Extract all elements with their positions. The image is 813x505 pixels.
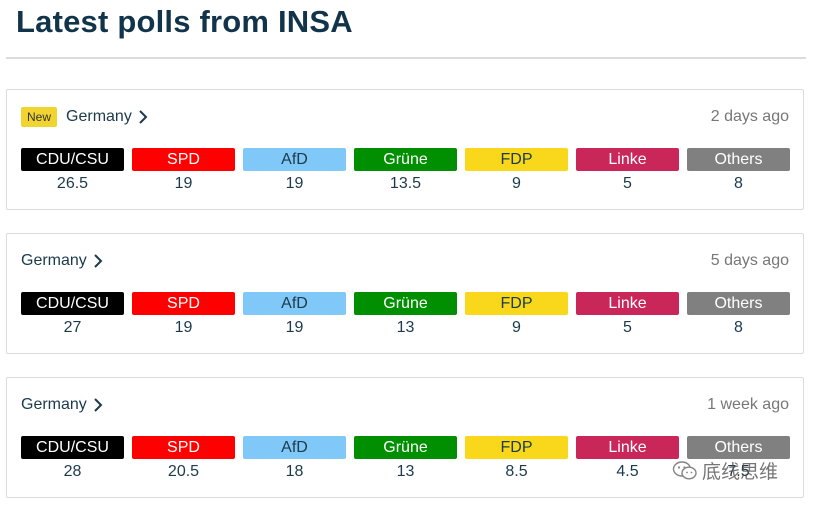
party-value: 9 [512,175,521,192]
party-value: 27 [63,319,82,336]
page-title: Latest polls from INSA [16,4,353,39]
party-label: FDP [465,436,568,459]
party-value: 5 [623,319,632,336]
party-result: FDP 9 [465,292,568,337]
party-result: Linke 4.5 [576,436,679,481]
party-result: SPD 20.5 [132,436,235,481]
party-label: Grüne [354,148,457,171]
party-result: Others 8 [687,292,790,337]
party-result: Linke 5 [576,148,679,193]
title-divider [6,57,806,59]
party-result: FDP 9 [465,148,568,193]
party-label: FDP [465,292,568,315]
party-label: SPD [132,436,235,459]
party-result: CDU/CSU 26.5 [21,148,124,193]
party-results: CDU/CSU 26.5 SPD 19 AfD 19 Grüne 13.5 FDP 9 Linke 5… [21,148,790,193]
party-result: Linke 5 [576,292,679,337]
poll-card: Germany 1 week ago CDU/CSU 28 SPD 20.5 AfD 18 Gr… [6,377,804,498]
party-result: AfD 18 [243,436,346,481]
party-value: 13 [396,319,415,336]
party-value: 28 [63,463,82,480]
party-value: 19 [174,175,193,192]
party-label: Grüne [354,292,457,315]
region-label: Germany [21,252,87,269]
party-result: AfD 19 [243,148,346,193]
poll-timestamp: 1 week ago [707,396,789,413]
party-result: SPD 19 [132,148,235,193]
chevron-right-icon [94,254,103,268]
party-label: AfD [243,436,346,459]
party-value: 8 [734,319,743,336]
party-result: AfD 19 [243,292,346,337]
region-label: Germany [66,108,132,125]
party-result: SPD 19 [132,292,235,337]
party-value: 8 [734,175,743,192]
party-result: FDP 8.5 [465,436,568,481]
party-label: SPD [132,148,235,171]
party-result: Grüne 13.5 [354,148,457,193]
party-result: Others 8 [687,148,790,193]
party-result: Grüne 13 [354,292,457,337]
party-value: 7.5 [727,463,750,480]
wechat-icon [672,460,697,480]
party-label: Linke [576,436,679,459]
party-value: 9 [512,319,521,336]
poll-card-header: Germany 1 week ago [21,394,789,416]
chevron-right-icon [94,398,103,412]
poll-timestamp: 5 days ago [710,252,789,269]
new-badge: New [21,107,58,127]
party-label: Linke [576,292,679,315]
party-value: 5 [623,175,632,192]
party-label: Others [687,292,790,315]
region-link[interactable]: Germany [21,396,103,414]
party-label: Linke [576,148,679,171]
party-result: Others 7.5 [687,436,790,481]
party-label: CDU/CSU [21,148,124,171]
poll-card: New Germany 2 days ago CDU/CSU 26.5 SPD 19 AfD 1… [6,89,804,210]
party-label: Others [687,436,790,459]
chevron-right-icon [139,110,148,124]
party-label: CDU/CSU [21,292,124,315]
party-label: Others [687,148,790,171]
watermark: 底线思维 [672,457,778,484]
party-label: Grüne [354,436,457,459]
party-label: CDU/CSU [21,436,124,459]
party-label: AfD [243,148,346,171]
party-results: CDU/CSU 28 SPD 20.5 AfD 18 Grüne 13 FDP 8.5 Linke 4… [21,436,790,481]
party-value: 26.5 [56,175,89,192]
poll-card: Germany 5 days ago CDU/CSU 27 SPD 19 AfD 19 Grün… [6,233,804,354]
party-value: 20.5 [167,463,200,480]
party-result: CDU/CSU 28 [21,436,124,481]
watermark-text: 底线思维 [702,461,779,483]
party-label: SPD [132,292,235,315]
region-link[interactable]: Germany [21,252,103,270]
party-result: Grüne 13 [354,436,457,481]
party-label: AfD [243,292,346,315]
region-link[interactable]: Germany [66,108,148,126]
party-value: 13.5 [389,175,422,192]
poll-card-header: New Germany 2 days ago [21,106,789,128]
region-label: Germany [21,396,87,413]
party-value: 13 [396,463,415,480]
poll-timestamp: 2 days ago [710,108,789,125]
poll-card-header: Germany 5 days ago [21,250,789,272]
party-value: 4.5 [616,463,639,480]
party-value: 18 [285,463,304,480]
party-label: FDP [465,148,568,171]
party-value: 19 [285,319,304,336]
party-value: 8.5 [505,463,528,480]
party-results: CDU/CSU 27 SPD 19 AfD 19 Grüne 13 FDP 9 Linke 5 Othe… [21,292,790,337]
party-value: 19 [285,175,304,192]
party-value: 19 [174,319,193,336]
party-result: CDU/CSU 27 [21,292,124,337]
